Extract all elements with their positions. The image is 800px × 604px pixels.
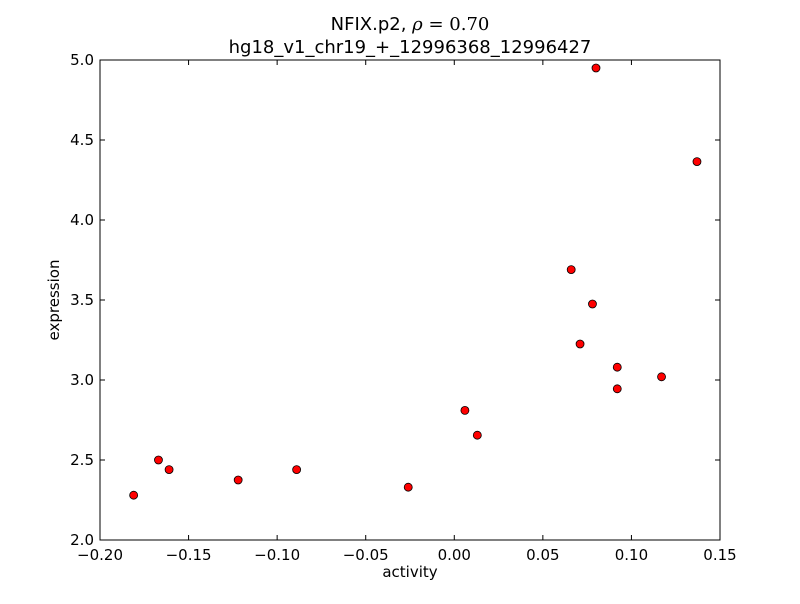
- y-axis-label: expression: [45, 260, 63, 341]
- x-tick-label: −0.05: [343, 546, 389, 564]
- data-point: [591, 63, 601, 73]
- chart-title-line2: hg18_v1_chr19_+_12996368_12996427: [229, 37, 592, 58]
- data-point: [403, 482, 413, 492]
- y-tick-label: 3.0: [70, 371, 94, 389]
- x-tick-label: −0.15: [166, 546, 212, 564]
- data-point: [612, 384, 622, 394]
- x-tick-label: −0.20: [77, 546, 123, 564]
- data-point: [233, 475, 243, 485]
- x-axis-label: activity: [382, 563, 437, 581]
- data-point: [154, 455, 163, 465]
- plot-frame: [99, 59, 721, 541]
- data-point: [612, 362, 622, 372]
- data-point: [292, 465, 302, 475]
- x-tick-label: −0.10: [254, 546, 300, 564]
- y-tick-label: 2.0: [70, 531, 94, 549]
- x-tick-label: 0.05: [526, 546, 559, 564]
- data-point: [657, 372, 666, 382]
- x-tick-label: 0.15: [703, 546, 736, 564]
- y-tick-label: 4.5: [70, 131, 94, 149]
- title-rho-symbol: ρ: [411, 14, 423, 35]
- title-gene-text: NFIX.p2,: [331, 14, 413, 35]
- y-tick-label: 4.0: [70, 211, 94, 229]
- x-axis-ticks: −0.20 −0.15 −0.10 −0.05 0.00 0.05 0.10 0.15: [77, 60, 737, 564]
- chart-title-line1: NFIX.p2, ρ = 0.70: [331, 14, 490, 35]
- data-point: [566, 265, 576, 275]
- y-tick-label: 5.0: [70, 51, 94, 69]
- y-axis-ticks: 2.0 2.5 3.0 3.5 4.0 4.5 5.0: [70, 51, 720, 549]
- data-point: [164, 465, 174, 475]
- y-tick-label: 2.5: [70, 451, 94, 469]
- x-tick-label: 0.10: [615, 546, 648, 564]
- data-point: [129, 490, 139, 500]
- y-tick-label: 3.5: [70, 291, 94, 309]
- data-point: [588, 299, 597, 309]
- data-point: [692, 157, 702, 167]
- plot-area: [100, 60, 720, 540]
- x-tick-label: 0.00: [438, 546, 471, 564]
- title-rho-value: = 0.70: [423, 14, 490, 35]
- data-point: [460, 405, 470, 415]
- data-points: [129, 63, 702, 500]
- data-point: [575, 339, 585, 349]
- data-point: [472, 430, 482, 440]
